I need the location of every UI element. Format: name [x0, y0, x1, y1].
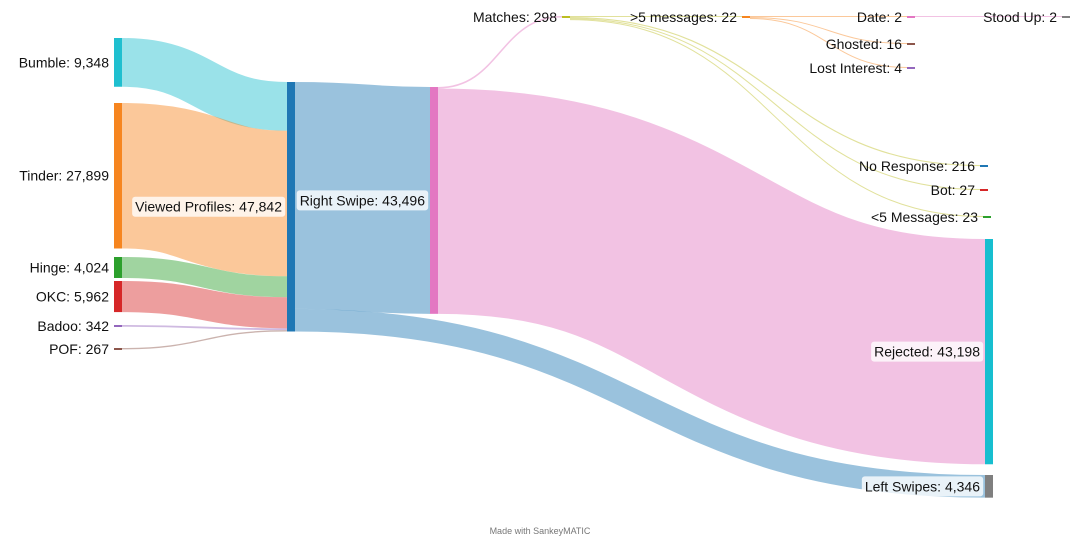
node-pof [114, 348, 122, 350]
link-bumble-to-viewed [121, 38, 288, 131]
label-ghosted: Ghosted: 16 [826, 36, 902, 52]
label-hinge: Hinge: 4,024 [30, 259, 110, 275]
node-matches [562, 16, 570, 18]
node-hinge [114, 257, 122, 278]
link-matches-to-noresp [569, 16, 981, 167]
label-okc: OKC: 5,962 [36, 289, 109, 305]
label-gt5: >5 messages: 22 [630, 9, 737, 25]
label-left: Left Swipes: 4,346 [865, 478, 980, 494]
link-gt5-to-ghosted [749, 17, 908, 44]
node-lostint [907, 67, 915, 69]
sankey-nodes [114, 16, 1070, 498]
node-noresp [980, 165, 988, 167]
sankey-links [120, 15, 1062, 498]
link-viewed-to-left [294, 308, 986, 498]
node-left [985, 475, 993, 498]
credit-text: Made with SankeyMATIC [489, 526, 591, 536]
label-lt5: <5 Messages: 23 [871, 209, 978, 225]
label-bg-rejected [871, 341, 984, 362]
label-date: Date: 2 [857, 9, 902, 25]
node-gt5 [742, 16, 750, 18]
label-bg-left [861, 476, 984, 497]
label-matches: Matches: 298 [473, 9, 557, 25]
label-bot: Bot: 27 [931, 182, 976, 198]
link-okc-to-viewed [121, 281, 288, 329]
node-stoodup [1062, 16, 1070, 18]
label-badoo: Badoo: 342 [37, 318, 109, 334]
label-rejected: Rejected: 43,198 [874, 344, 980, 360]
label-right: Right Swipe: 43,496 [300, 192, 426, 208]
node-okc [114, 281, 122, 313]
label-stoodup: Stood Up: 2 [983, 9, 1057, 25]
node-date [907, 16, 915, 18]
node-badoo [114, 325, 122, 327]
link-matches-to-lt5 [569, 19, 984, 217]
label-bumble: Bumble: 9,348 [19, 54, 109, 70]
link-matches-to-bot [569, 18, 981, 190]
label-noresp: No Response: 216 [859, 158, 975, 174]
node-viewed [287, 82, 295, 332]
node-ghosted [907, 43, 915, 45]
node-bot [980, 189, 988, 191]
link-right-to-matches [437, 15, 563, 89]
link-badoo-to-viewed [121, 325, 288, 331]
node-bumble [114, 38, 122, 87]
node-tinder [114, 103, 122, 249]
node-right [430, 87, 438, 314]
node-rejected [985, 239, 993, 465]
label-bg-right [296, 190, 429, 211]
link-gt5-to-lostint [749, 18, 908, 68]
label-pof: POF: 267 [49, 341, 109, 357]
link-hinge-to-viewed [121, 257, 288, 298]
label-tinder: Tinder: 27,899 [19, 168, 109, 184]
sankey-labels: Bumble: 9,348 Tinder: 27,899 Hinge: 4,024 O… [19, 9, 1057, 497]
node-lt5 [983, 216, 991, 218]
label-bg-viewed [132, 196, 286, 217]
link-pof-to-viewed [121, 330, 288, 350]
label-viewed: Viewed Profiles: 47,842 [135, 199, 282, 215]
label-lostint: Lost Interest: 4 [809, 60, 902, 76]
